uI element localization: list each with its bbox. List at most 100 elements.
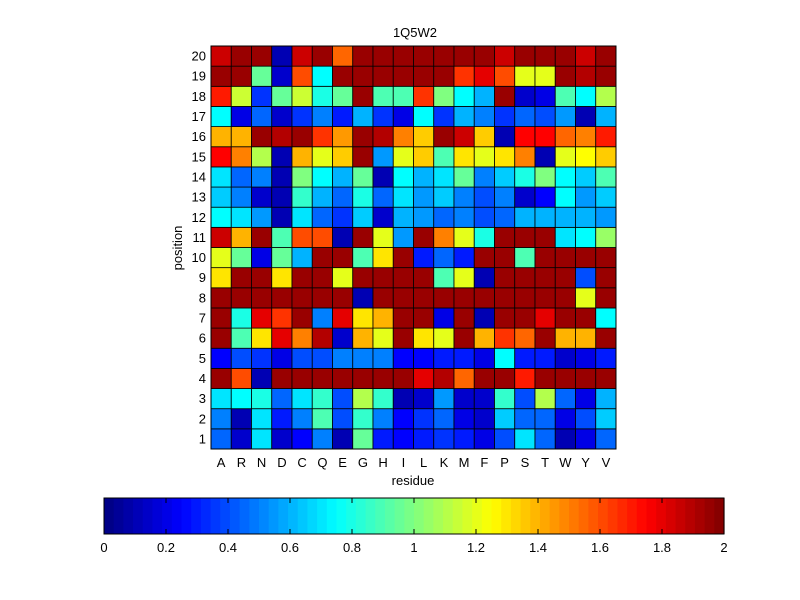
- heatmap-cell: [554, 347, 576, 369]
- heatmap-cell: [595, 126, 617, 148]
- heatmap-cells: [210, 45, 617, 450]
- chart-title: 1Q5W2: [393, 25, 437, 40]
- colorbar-segment: [404, 498, 415, 534]
- colorbar-segment: [491, 498, 502, 534]
- heatmap-cell: [210, 287, 232, 309]
- heatmap-cell: [453, 428, 475, 450]
- heatmap-cell: [534, 226, 556, 248]
- heatmap-cell: [271, 126, 293, 148]
- heatmap-cell: [352, 166, 374, 188]
- heatmap-cell: [372, 186, 394, 208]
- heatmap-cell: [372, 347, 394, 369]
- heatmap-cell: [251, 106, 273, 127]
- heatmap-cell: [210, 85, 232, 107]
- heatmap-cell: [210, 247, 232, 269]
- heatmap-cell: [210, 408, 232, 430]
- colorbar-segment: [588, 498, 599, 534]
- heatmap-cell: [554, 408, 576, 430]
- heatmap-cell: [352, 126, 374, 148]
- colorbar-segment: [307, 498, 318, 534]
- heatmap-cell: [311, 388, 333, 410]
- heatmap-cell: [473, 65, 495, 87]
- heatmap-cell: [392, 146, 414, 168]
- heatmap-cell: [332, 45, 354, 67]
- heatmap-cell: [413, 367, 435, 389]
- heatmap-cell: [352, 85, 374, 107]
- heatmap-cell: [494, 347, 516, 369]
- heatmap-cell: [494, 85, 516, 107]
- heatmap-cell: [514, 45, 536, 67]
- colorbar-segment: [607, 498, 619, 534]
- heatmap-cell: [372, 287, 394, 309]
- colorbar: [104, 498, 725, 534]
- heatmap-cell: [453, 85, 475, 107]
- heatmap-cell: [392, 206, 414, 228]
- heatmap-cell: [473, 388, 495, 410]
- heatmap-cell: [433, 226, 455, 248]
- heatmap-cell: [554, 146, 576, 168]
- colorbar-segment: [501, 498, 512, 534]
- heatmap-cell: [575, 267, 597, 289]
- colorbar-segment: [317, 498, 328, 534]
- heatmap-cell: [514, 166, 536, 188]
- heatmap-cell: [251, 267, 273, 289]
- heatmap-cell: [291, 85, 313, 107]
- heatmap-cell: [453, 347, 475, 369]
- heatmap-cell: [575, 166, 597, 188]
- colorbar-segment: [520, 498, 531, 534]
- heatmap-cell: [230, 267, 252, 289]
- heatmap-cell: [291, 307, 313, 329]
- heatmap-cell: [595, 267, 617, 289]
- heatmap-cell: [595, 85, 617, 107]
- heatmap-cell: [494, 287, 516, 309]
- heatmap-cell: [352, 65, 374, 87]
- colorbar-segment: [336, 498, 347, 534]
- heatmap-cell: [575, 126, 597, 148]
- y-tick-label: 14: [192, 170, 206, 185]
- colorbar-segment: [384, 498, 396, 534]
- heatmap-cell: [453, 408, 475, 430]
- colorbar-segment: [210, 498, 221, 534]
- heatmap-cell: [453, 45, 475, 67]
- heatmap-cell: [534, 106, 556, 127]
- heatmap-cell: [453, 287, 475, 309]
- heatmap-cell: [271, 287, 293, 309]
- heatmap-cell: [433, 267, 455, 289]
- y-tick-label: 10: [192, 250, 206, 265]
- x-tick-label: F: [480, 455, 488, 470]
- x-tick-label: I: [402, 455, 406, 470]
- colorbar-segment: [423, 498, 434, 534]
- heatmap-cell: [291, 247, 313, 269]
- heatmap-cell: [352, 206, 374, 228]
- y-tick-label: 19: [192, 69, 206, 84]
- heatmap-cell: [332, 126, 354, 148]
- heatmap-cell: [251, 85, 273, 107]
- heatmap-cell: [473, 267, 495, 289]
- colorbar-segment: [530, 498, 541, 534]
- heatmap-cell: [291, 267, 313, 289]
- heatmap-cell: [575, 186, 597, 208]
- heatmap-cell: [291, 287, 313, 309]
- heatmap-cell: [210, 388, 232, 410]
- heatmap-cell: [230, 166, 252, 188]
- heatmap-cell: [271, 85, 293, 107]
- heatmap-cell: [291, 126, 313, 148]
- heatmap-cell: [291, 146, 313, 168]
- heatmap-cell: [372, 106, 394, 127]
- heatmap-cell: [453, 388, 475, 410]
- heatmap-cell: [332, 367, 354, 389]
- heatmap-cell: [210, 45, 232, 67]
- y-tick-label: 5: [199, 351, 206, 366]
- heatmap-cell: [453, 65, 475, 87]
- heatmap-cell: [433, 85, 455, 107]
- heatmap-cell: [433, 206, 455, 228]
- heatmap-cell: [453, 166, 475, 188]
- heatmap-cell: [413, 186, 435, 208]
- heatmap-cell: [413, 206, 435, 228]
- heatmap-cell: [392, 267, 414, 289]
- heatmap-cell: [230, 45, 252, 67]
- colorbar-segment: [104, 498, 115, 534]
- heatmap-cell: [332, 347, 354, 369]
- heatmap-cell: [392, 126, 414, 148]
